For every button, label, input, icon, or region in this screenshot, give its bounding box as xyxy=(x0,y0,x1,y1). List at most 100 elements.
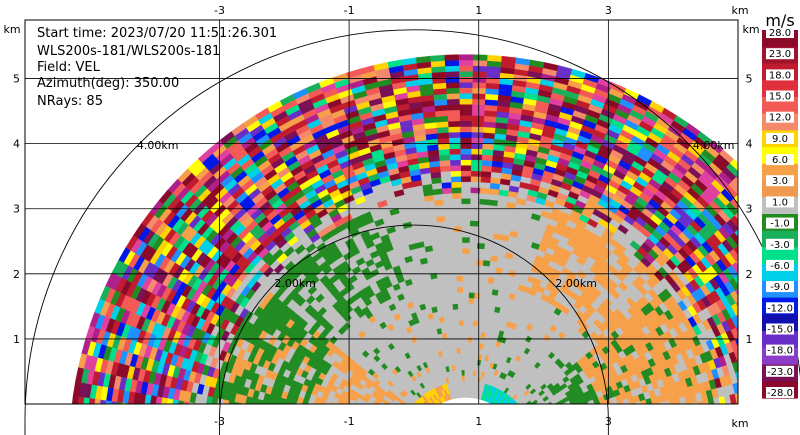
range-gate-cell xyxy=(439,248,449,256)
range-gate-cell xyxy=(737,360,738,364)
range-gate-cell xyxy=(763,271,774,285)
range-gate-cell xyxy=(458,325,464,332)
range-gate-cell xyxy=(565,418,571,423)
range-gate-cell xyxy=(373,414,379,419)
range-gate-cell xyxy=(458,70,473,77)
range-gate-cell xyxy=(785,430,791,435)
range-gate-cell xyxy=(458,314,464,321)
range-gate-cell xyxy=(481,154,493,162)
range-gate-cell xyxy=(336,403,338,404)
range-gate-cell xyxy=(460,364,465,371)
range-gate-cell xyxy=(786,302,796,316)
range-gate-cell xyxy=(791,300,800,314)
range-gate-cell xyxy=(755,410,762,421)
range-gate-cell xyxy=(593,414,600,420)
range-gate-cell xyxy=(778,262,789,276)
range-gate-cell xyxy=(459,104,473,111)
range-gate-cell xyxy=(448,259,456,266)
range-gate-cell xyxy=(534,428,540,432)
range-gate-cell xyxy=(467,336,473,343)
range-gate-cell xyxy=(469,375,473,382)
range-gate-cell xyxy=(478,203,489,211)
range-gate-cell xyxy=(756,303,766,316)
range-gate-cell xyxy=(454,331,460,338)
range-gate-cell xyxy=(319,421,325,427)
range-gate-cell xyxy=(519,421,525,426)
range-gate-cell xyxy=(676,406,683,415)
range-gate-cell xyxy=(751,366,759,378)
range-gate-cell xyxy=(409,417,415,422)
range-gate-cell xyxy=(584,426,590,432)
range-gate-cell xyxy=(482,259,491,267)
range-gate-cell xyxy=(539,426,545,430)
range-gate-cell xyxy=(690,428,696,435)
range-gate-cell xyxy=(743,222,755,236)
range-gate-cell xyxy=(722,415,729,425)
range-gate-cell xyxy=(462,286,470,293)
range-gate-cell xyxy=(393,426,399,430)
range-gate-cell xyxy=(371,421,377,426)
range-gate-cell xyxy=(570,416,577,422)
range-gate-cell xyxy=(778,419,785,431)
range-gate-cell xyxy=(742,402,749,413)
range-gate-cell xyxy=(775,396,782,408)
range-gate-cell xyxy=(392,413,398,418)
range-gate-cell xyxy=(749,279,760,292)
range-gate-cell xyxy=(522,416,528,421)
range-gate-cell xyxy=(777,407,784,419)
range-gate-cell xyxy=(464,386,468,393)
range-gate-cell xyxy=(429,403,431,404)
range-gate-cell xyxy=(701,427,707,435)
range-gate-cell xyxy=(739,225,751,239)
range-gate-cell xyxy=(458,54,474,61)
range-gate-cell xyxy=(749,411,756,422)
range-gate-cell xyxy=(764,351,773,364)
range-gate-cell xyxy=(486,215,496,223)
range-gate-cell xyxy=(526,423,532,428)
range-gate-cell xyxy=(755,193,768,207)
range-gate-cell xyxy=(766,311,776,324)
range-gate-cell xyxy=(737,245,738,246)
range-gate-cell xyxy=(480,326,487,333)
range-gate-cell xyxy=(422,409,427,414)
range-gate-cell xyxy=(598,412,605,418)
range-gate-cell xyxy=(405,403,407,404)
range-gate-cell xyxy=(469,198,480,205)
range-gate-cell xyxy=(474,286,481,294)
range-gate-cell xyxy=(668,430,674,435)
range-gate-cell xyxy=(780,395,787,407)
range-gate-cell xyxy=(459,137,472,144)
range-gate-cell xyxy=(781,227,793,242)
range-gate-cell xyxy=(771,295,781,309)
range-gate-cell xyxy=(524,408,530,413)
range-gate-cell xyxy=(520,411,526,416)
range-gate-cell xyxy=(543,422,549,427)
range-gate-cell xyxy=(761,314,771,327)
range-gate-cell xyxy=(538,410,544,415)
range-gate-cell xyxy=(471,331,477,338)
range-gate-cell xyxy=(450,281,458,288)
range-gate-cell xyxy=(326,417,333,423)
range-gate-cell xyxy=(470,148,483,155)
range-gate-cell xyxy=(471,120,484,128)
range-gate-cell xyxy=(453,314,459,321)
range-gate-cell xyxy=(409,429,415,433)
range-gate-cell xyxy=(773,265,784,279)
range-gate-cell xyxy=(704,408,711,418)
range-gate-cell xyxy=(590,429,596,435)
range-gate-cell xyxy=(793,405,800,418)
range-gate-cell xyxy=(668,423,674,431)
range-gate-cell xyxy=(511,409,517,414)
range-gate-cell xyxy=(450,170,462,177)
range-gate-cell xyxy=(543,407,549,413)
range-gate-cell xyxy=(448,137,461,144)
range-gate-cell xyxy=(577,418,584,424)
range-gate-cell xyxy=(446,242,455,250)
range-gate-cell xyxy=(471,104,485,111)
range-gate-cell xyxy=(547,417,553,422)
range-gate-cell xyxy=(463,358,468,365)
range-gate-cell xyxy=(271,410,278,418)
range-gate-cell xyxy=(762,420,768,431)
range-gate-cell xyxy=(468,308,474,315)
range-gate-cell xyxy=(389,407,395,413)
